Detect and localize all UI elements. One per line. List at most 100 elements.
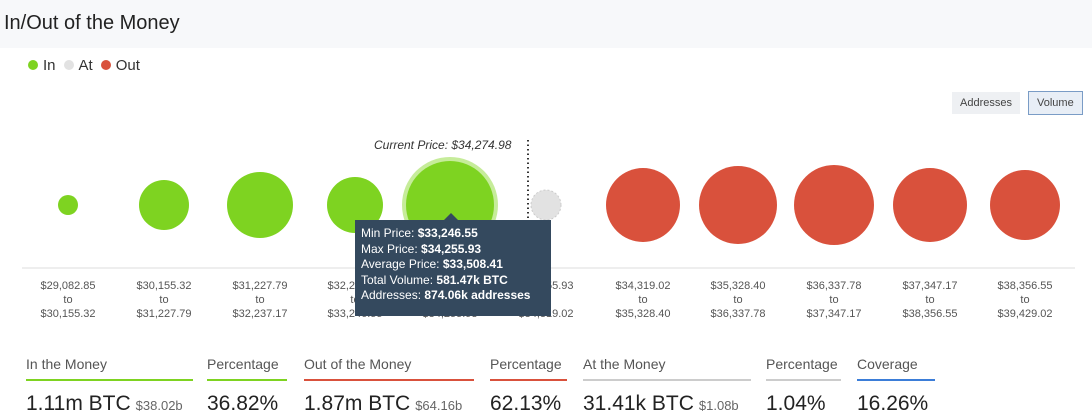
bubble[interactable] <box>139 180 189 230</box>
tooltip: Min Price: $33,246.55 Max Price: $34,255.… <box>355 213 551 316</box>
stat-value-row: 31.41k BTC $1.08b <box>583 392 739 416</box>
tooltip-row: Max Price: $34,255.93 <box>361 242 545 258</box>
stat-value: 36.82% <box>207 392 279 415</box>
range-label: $35,328.40 to $36,337.78 <box>690 279 786 321</box>
bubble[interactable] <box>606 168 680 242</box>
tooltip-label: Total Volume: <box>361 272 434 287</box>
stat-underline <box>26 379 193 381</box>
stat-value-row: 16.26% <box>857 392 928 416</box>
stat-label: Percentage <box>207 356 279 372</box>
stat-value-row: 1.11m BTC $38.02b <box>26 392 183 416</box>
range-from: $37,347.17 <box>902 280 958 292</box>
range-label: $36,337.78 to $37,347.17 <box>786 279 882 321</box>
range-to: $38,356.55 <box>902 308 958 320</box>
legend-dot <box>28 60 38 70</box>
stat-sub: $1.08b <box>698 398 739 413</box>
range-label: $30,155.32 to $31,227.79 <box>116 279 212 321</box>
tooltip-row: Min Price: $33,246.55 <box>361 226 545 242</box>
legend-dot <box>63 60 74 70</box>
range-to: $31,227.79 <box>136 308 192 320</box>
range-from: $30,155.32 <box>136 280 192 292</box>
range-to: $35,328.40 <box>615 308 671 320</box>
range-to: $30,155.32 <box>40 308 96 320</box>
range-label: $37,347.17 to $38,356.55 <box>882 279 978 321</box>
stat-underline <box>490 379 567 381</box>
range-label: $31,227.79 to $32,237.17 <box>212 279 308 321</box>
stat-value: 62.13% <box>490 392 562 415</box>
tooltip-value: 874.06k addresses <box>424 288 531 302</box>
stat-label: At the Money <box>583 356 666 372</box>
stat-underline <box>857 379 935 381</box>
range-to: $37,347.17 <box>806 308 862 320</box>
stat-label: Percentage <box>490 356 562 372</box>
stat-value: 1.87m BTC <box>304 392 411 415</box>
tooltip-value: $33,246.55 <box>417 226 478 240</box>
range-from: $31,227.79 <box>232 280 288 292</box>
legend-dot <box>100 60 111 70</box>
stat-label: Coverage <box>857 356 918 372</box>
range-label: $34,319.02 to $35,328.40 <box>595 279 691 321</box>
tooltip-pointer <box>444 213 458 220</box>
bubble[interactable] <box>58 195 78 215</box>
stat-sub: $38.02b <box>135 398 183 413</box>
bubble[interactable] <box>990 170 1060 240</box>
bubble[interactable] <box>699 166 777 244</box>
stat-value: 31.41k BTC <box>583 392 694 415</box>
range-to: $32,237.17 <box>232 308 288 320</box>
legend-label: In <box>43 57 56 74</box>
range-connector: to <box>925 294 935 306</box>
toggle-button[interactable]: Addresses <box>952 92 1020 114</box>
bubble[interactable] <box>893 168 967 242</box>
header-band <box>0 0 1092 48</box>
bubble[interactable] <box>327 177 383 233</box>
tooltip-value: $33,508.41 <box>442 257 503 271</box>
bubble[interactable] <box>794 165 874 245</box>
title: In/Out of the Money <box>4 12 180 34</box>
stat-value-row: 1.04% <box>766 392 826 416</box>
tooltip-row: Total Volume: 581.47k BTC <box>361 273 545 289</box>
range-connector: to <box>1020 294 1030 306</box>
legend: In At Out <box>28 57 140 74</box>
tooltip-label: Addresses: <box>361 288 422 302</box>
stat-label: Percentage <box>766 356 838 372</box>
stat-label: In the Money <box>26 356 107 372</box>
range-connector: to <box>638 294 648 306</box>
stat-underline <box>766 379 841 381</box>
range-label: $29,082.85 to $30,155.32 <box>20 279 116 321</box>
range-connector: to <box>733 294 743 306</box>
legend-label: Out <box>115 57 140 74</box>
tooltip-row: Addresses: 874.06k addresses <box>361 288 545 304</box>
range-to: $36,337.78 <box>710 308 766 320</box>
range-from: $34,319.02 <box>615 280 671 292</box>
current-price-label: Current Price: $34,274.98 <box>374 138 512 152</box>
stat-value-row: 62.13% <box>490 392 561 416</box>
range-from: $36,337.78 <box>806 280 862 292</box>
stat-underline <box>583 379 751 381</box>
range-to: $39,429.02 <box>997 308 1053 320</box>
range-label: $38,356.55 to $39,429.02 <box>977 279 1073 321</box>
bubble[interactable] <box>227 172 293 238</box>
stat-value-row: 36.82% <box>207 392 278 416</box>
tooltip-label: Average Price: <box>361 257 440 271</box>
stat-value-row: 1.87m BTC $64.16b <box>304 392 462 416</box>
stat-value: 1.11m BTC <box>26 392 131 415</box>
stat-underline <box>207 379 287 381</box>
stat-underline <box>304 379 474 381</box>
bubble[interactable] <box>530 189 562 221</box>
stat-value: 1.04% <box>766 392 826 415</box>
tooltip-value: $34,255.93 <box>421 241 482 256</box>
range-connector: to <box>159 294 169 306</box>
tooltip-label: Min Price: <box>361 226 415 240</box>
toggle-button[interactable]: Volume <box>1028 91 1083 115</box>
range-connector: to <box>255 294 265 306</box>
range-connector: to <box>63 294 73 306</box>
stat-label: Out of the Money <box>304 356 412 372</box>
range-connector: to <box>829 294 839 306</box>
legend-label: At <box>78 57 93 74</box>
tooltip-label: Max Price: <box>361 241 418 256</box>
range-from: $29,082.85 <box>40 280 96 292</box>
stat-sub: $64.16b <box>415 398 463 413</box>
range-from: $35,328.40 <box>710 280 766 292</box>
